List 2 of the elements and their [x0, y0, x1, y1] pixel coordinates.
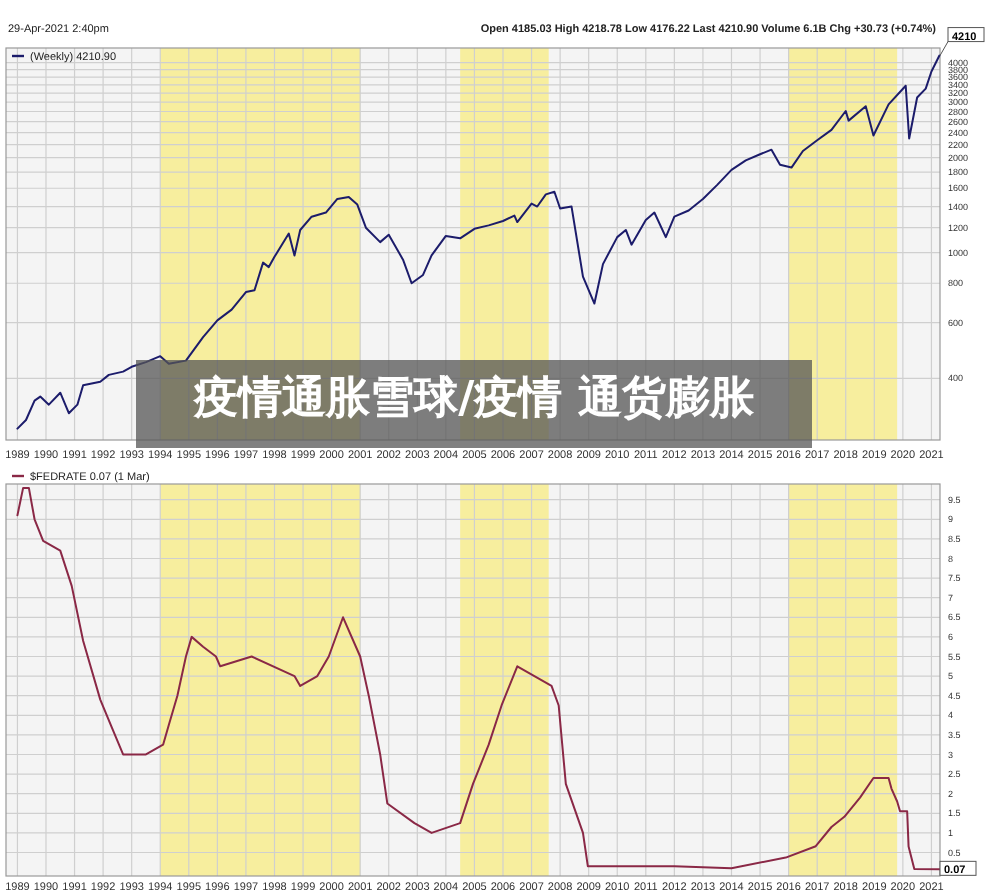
- line-series: [16, 54, 941, 430]
- text: 疫情通胀雪球/疫情 通货膨胀: [191, 372, 756, 428]
